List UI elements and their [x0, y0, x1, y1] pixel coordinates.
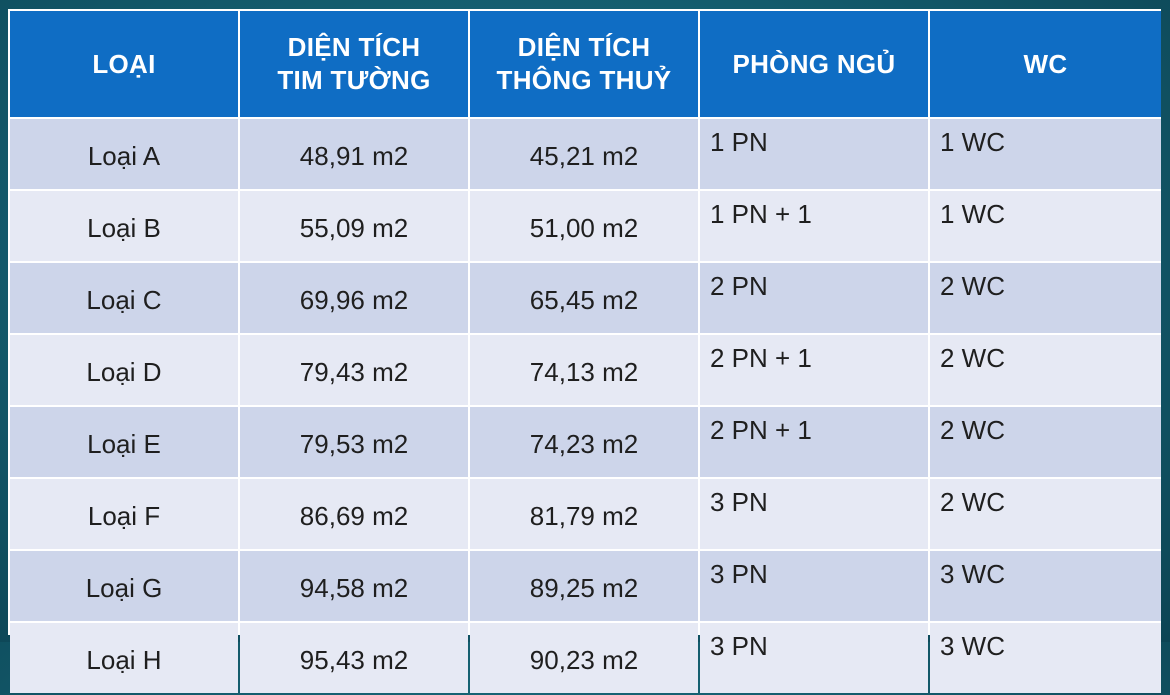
cell-bedrooms: 1 PN + 1: [700, 191, 928, 261]
header-type: LOẠI: [10, 11, 238, 117]
table-body: Loại A 48,91 m2 45,21 m2 1 PN 1 WC Loại …: [10, 119, 1161, 693]
cell-wc: 2 WC: [930, 407, 1161, 477]
cell-wc: 3 WC: [930, 623, 1161, 693]
cell-net-area: 74,23 m2: [470, 407, 698, 477]
cell-net-area: 74,13 m2: [470, 335, 698, 405]
table-row: Loại H 95,43 m2 90,23 m2 3 PN 3 WC: [10, 623, 1161, 693]
cell-net-area: 90,23 m2: [470, 623, 698, 693]
header-gross-area: DIỆN TÍCH TIM TƯỜNG: [240, 11, 468, 117]
cell-type: Loại D: [10, 335, 238, 405]
cell-bedrooms: 2 PN: [700, 263, 928, 333]
cell-wc: 2 WC: [930, 479, 1161, 549]
header-bedrooms: PHÒNG NGỦ: [700, 11, 928, 117]
cell-type: Loại G: [10, 551, 238, 621]
cell-wc: 2 WC: [930, 335, 1161, 405]
cell-bedrooms: 3 PN: [700, 623, 928, 693]
header-wc: WC: [930, 11, 1161, 117]
table-row: Loại F 86,69 m2 81,79 m2 3 PN 2 WC: [10, 479, 1161, 549]
cell-type: Loại H: [10, 623, 238, 693]
cell-net-area: 51,00 m2: [470, 191, 698, 261]
cell-gross-area: 95,43 m2: [240, 623, 468, 693]
cell-net-area: 65,45 m2: [470, 263, 698, 333]
header-row: LOẠI DIỆN TÍCH TIM TƯỜNG DIỆN TÍCH THÔNG…: [10, 11, 1161, 117]
cell-gross-area: 48,91 m2: [240, 119, 468, 189]
cell-gross-area: 79,43 m2: [240, 335, 468, 405]
cell-wc: 1 WC: [930, 191, 1161, 261]
header-net-area: DIỆN TÍCH THÔNG THUỶ: [470, 11, 698, 117]
cell-gross-area: 55,09 m2: [240, 191, 468, 261]
apartment-spec-panel: LOẠI DIỆN TÍCH TIM TƯỜNG DIỆN TÍCH THÔNG…: [8, 9, 1161, 693]
cell-type: Loại B: [10, 191, 238, 261]
cell-bedrooms: 2 PN + 1: [700, 335, 928, 405]
cell-wc: 2 WC: [930, 263, 1161, 333]
cell-wc: 1 WC: [930, 119, 1161, 189]
cell-type: Loại C: [10, 263, 238, 333]
apartment-type-table: LOẠI DIỆN TÍCH TIM TƯỜNG DIỆN TÍCH THÔNG…: [8, 9, 1163, 695]
table-row: Loại C 69,96 m2 65,45 m2 2 PN 2 WC: [10, 263, 1161, 333]
table-row: Loại A 48,91 m2 45,21 m2 1 PN 1 WC: [10, 119, 1161, 189]
table-row: Loại B 55,09 m2 51,00 m2 1 PN + 1 1 WC: [10, 191, 1161, 261]
cell-type: Loại F: [10, 479, 238, 549]
table-header: LOẠI DIỆN TÍCH TIM TƯỜNG DIỆN TÍCH THÔNG…: [10, 11, 1161, 117]
cell-gross-area: 94,58 m2: [240, 551, 468, 621]
cell-gross-area: 69,96 m2: [240, 263, 468, 333]
cell-net-area: 89,25 m2: [470, 551, 698, 621]
cell-wc: 3 WC: [930, 551, 1161, 621]
cell-net-area: 45,21 m2: [470, 119, 698, 189]
cell-gross-area: 79,53 m2: [240, 407, 468, 477]
table-row: Loại D 79,43 m2 74,13 m2 2 PN + 1 2 WC: [10, 335, 1161, 405]
cell-gross-area: 86,69 m2: [240, 479, 468, 549]
table-row: Loại G 94,58 m2 89,25 m2 3 PN 3 WC: [10, 551, 1161, 621]
cell-net-area: 81,79 m2: [470, 479, 698, 549]
table-row: Loại E 79,53 m2 74,23 m2 2 PN + 1 2 WC: [10, 407, 1161, 477]
cell-bedrooms: 3 PN: [700, 551, 928, 621]
cell-bedrooms: 3 PN: [700, 479, 928, 549]
cell-bedrooms: 1 PN: [700, 119, 928, 189]
cell-type: Loại A: [10, 119, 238, 189]
cell-type: Loại E: [10, 407, 238, 477]
cell-bedrooms: 2 PN + 1: [700, 407, 928, 477]
